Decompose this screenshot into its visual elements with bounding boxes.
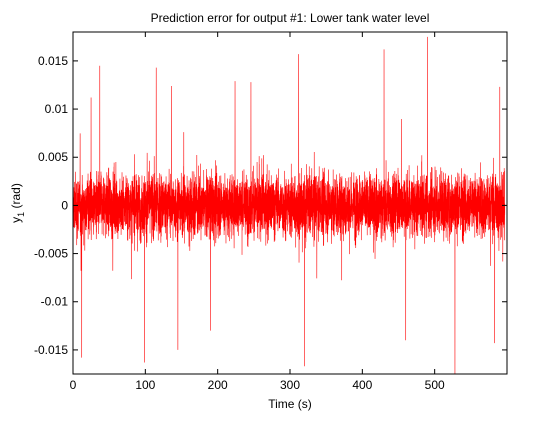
y-tick-label: -0.01 [41, 295, 69, 309]
y-axis-label: y1 (rad) [9, 183, 26, 223]
y-tick-label: -0.015 [34, 343, 68, 357]
y-axis-label-subscript: 1 [16, 212, 26, 217]
y-axis-label-main: y [9, 217, 23, 223]
error-series-line [73, 36, 506, 374]
chart-title: Prediction error for output #1: Lower ta… [151, 11, 430, 25]
y-tick-label: 0.01 [45, 102, 69, 116]
x-tick-label: 100 [135, 378, 155, 392]
y-axis-label-unit: (rad) [9, 183, 23, 212]
x-tick-label: 0 [70, 378, 77, 392]
series-layer [73, 36, 506, 374]
x-tick-label: 400 [352, 378, 372, 392]
y-tick-label: 0.015 [38, 54, 68, 68]
x-tick-label: 300 [280, 378, 300, 392]
y-tick-label: -0.005 [34, 247, 68, 261]
x-tick-label: 500 [425, 378, 445, 392]
y-axis: -0.015 -0.01 -0.005 0 0.005 0.01 0.015 [34, 54, 507, 357]
x-tick-label: 200 [208, 378, 228, 392]
x-axis-label: Time (s) [268, 397, 312, 411]
y-tick-label: 0.005 [38, 150, 68, 164]
x-axis: 0 100 200 300 400 500 [70, 32, 445, 392]
y-tick-label: 0 [61, 198, 68, 212]
